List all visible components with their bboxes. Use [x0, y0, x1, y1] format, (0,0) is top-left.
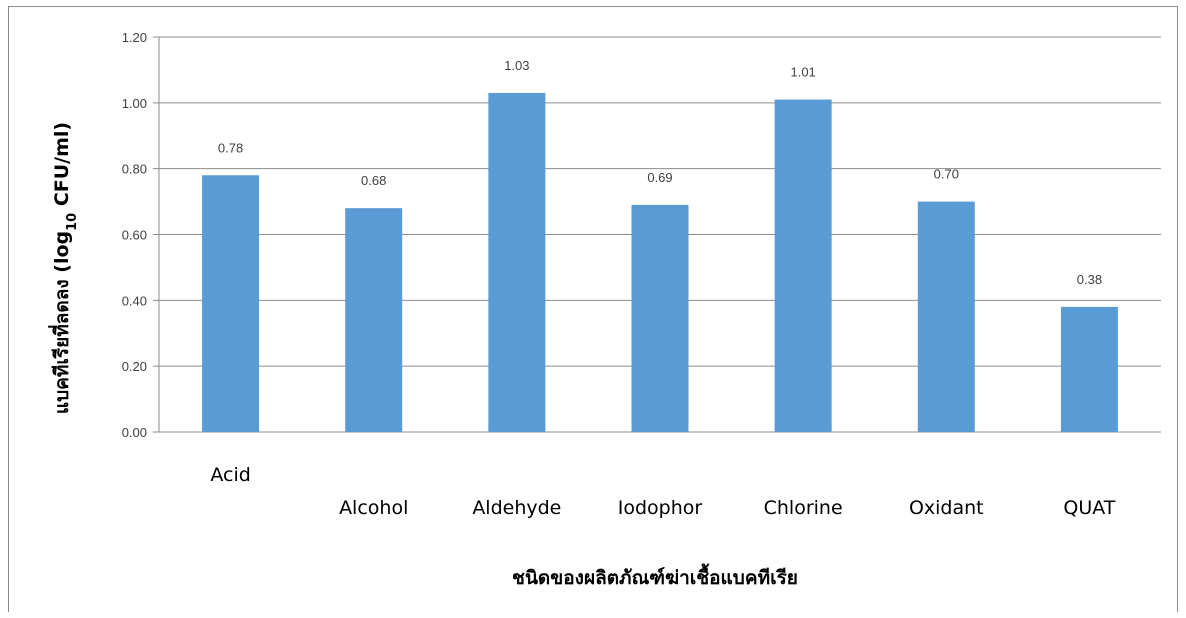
category-label: Alcohol — [339, 497, 408, 519]
x-axis-title: ชนิดของผลิตภัณฑ์ฆ่าเชื้อแบคทีเรีย — [512, 563, 798, 589]
y-tick-labels: 0.00 0.20 0.40 0.60 0.80 1.00 1.20 — [122, 30, 147, 440]
y-tick-label: 0.20 — [122, 359, 147, 374]
bars — [202, 92, 1118, 433]
category-label: QUAT — [1063, 497, 1115, 519]
category-label: Oxidant — [909, 497, 984, 519]
y-tick-label: 0.00 — [122, 425, 147, 440]
bar-acid — [202, 175, 260, 432]
category-label: Aldehyde — [472, 497, 561, 519]
category-label: Chlorine — [764, 497, 843, 519]
data-label: 0.78 — [218, 140, 243, 155]
bar-chlorine — [774, 99, 832, 433]
bar-alcohol — [345, 208, 403, 432]
bar-aldehyde — [488, 92, 546, 432]
y-tick-label: 1.20 — [122, 30, 147, 45]
bar-iodophor — [631, 204, 689, 432]
y-tick-label: 1.00 — [122, 96, 147, 111]
chart-frame — [8, 6, 1178, 612]
bar-quat — [1060, 306, 1118, 432]
data-label: 0.68 — [361, 173, 386, 188]
y-axis-title: แบคทีเรียที่ลดลง (log10 CFU/ml) — [48, 122, 80, 414]
data-label: 0.69 — [647, 170, 672, 185]
bar-oxidant — [917, 201, 975, 432]
data-label: 1.03 — [504, 58, 529, 73]
data-label: 0.70 — [934, 167, 959, 182]
y-tick-label: 0.80 — [122, 162, 147, 177]
category-labels: Acid Alcohol Aldehyde Iodophor Chlorine Oxida… — [210, 464, 1115, 519]
data-label: 0.38 — [1077, 272, 1102, 287]
category-label: Acid — [210, 464, 250, 486]
data-labels: 0.78 0.68 1.03 0.69 1.01 0.70 0.38 — [218, 58, 1102, 287]
y-tick-label: 0.60 — [122, 228, 147, 243]
category-label: Iodophor — [618, 497, 703, 519]
data-label: 1.01 — [790, 65, 815, 80]
y-tick-label: 0.40 — [122, 293, 147, 308]
